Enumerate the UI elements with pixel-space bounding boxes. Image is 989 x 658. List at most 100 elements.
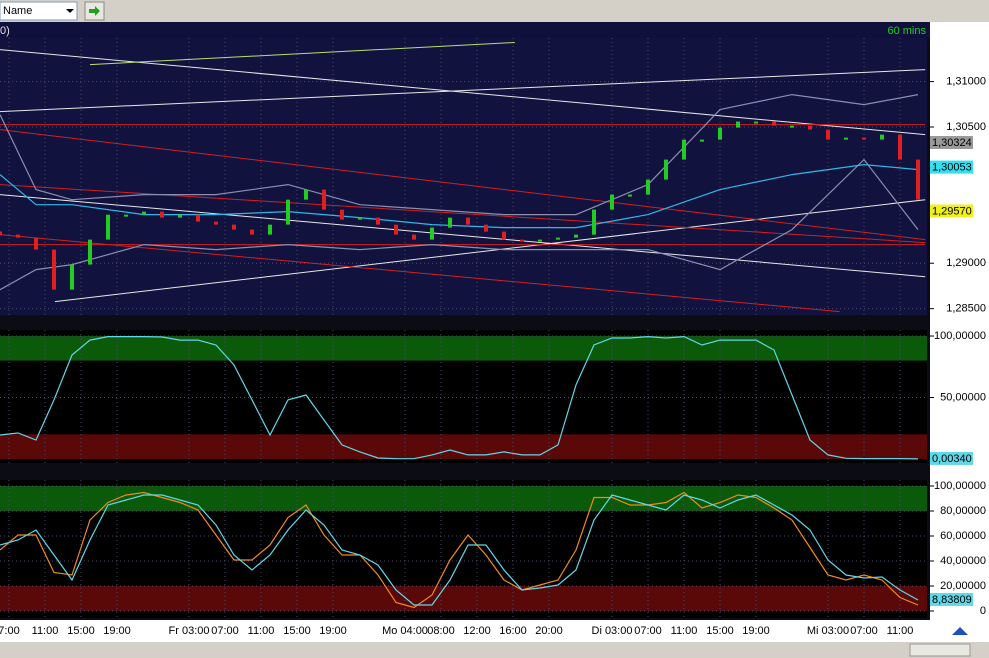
x-tick-label: Mi 03:00 <box>807 625 849 637</box>
x-tick-label: 11:00 <box>32 625 59 637</box>
price-bar <box>754 121 758 124</box>
price-marker-label: 1,30324 <box>932 137 972 149</box>
price-bar <box>718 127 722 140</box>
scroll-thumb[interactable] <box>909 643 971 657</box>
trendline <box>0 69 926 113</box>
zone <box>0 336 927 361</box>
last-value-box <box>930 451 973 465</box>
price-bar <box>124 214 128 217</box>
price-bar <box>790 125 794 128</box>
price-bar <box>178 214 182 218</box>
series-line <box>0 163 919 229</box>
y-tick-label: 40,00000 <box>940 555 986 567</box>
x-tick-label: 15:00 <box>706 625 734 637</box>
y-tick-label: 100,00000 <box>934 330 986 342</box>
y-tick-label: 1,30500 <box>946 121 986 133</box>
go-icon <box>89 6 100 16</box>
price-bar <box>862 137 866 140</box>
x-tick-label: 11:00 <box>248 625 275 637</box>
trendline <box>0 234 840 313</box>
price-bar <box>664 159 668 180</box>
x-tick-label: 19:00 <box>319 625 347 637</box>
last-value-label: 8,83809 <box>932 594 972 606</box>
y-tick-label: 1,31000 <box>946 75 986 87</box>
price-bar <box>484 224 488 232</box>
x-tick-label: Fr 03:00 <box>169 625 210 637</box>
y-tick-label: 1,28500 <box>946 303 986 315</box>
price-bar <box>466 217 470 225</box>
price-bar <box>736 121 740 128</box>
x-tick-label: 7:00 <box>0 625 20 637</box>
price-bar <box>556 237 560 240</box>
price-bar <box>52 249 56 290</box>
trendline <box>0 49 926 136</box>
price-bar <box>358 217 362 220</box>
trendline <box>0 129 926 241</box>
y-tick-label: 80,00000 <box>940 505 986 517</box>
x-tick-label: 12:00 <box>463 625 491 637</box>
price-bar <box>628 194 632 197</box>
dropdown-text: Name <box>3 5 32 17</box>
axis-icon[interactable] <box>952 627 968 635</box>
price-bar <box>430 227 434 240</box>
x-tick-label: 19:00 <box>742 625 770 637</box>
series-line <box>0 335 919 460</box>
price-marker-label: 1,30053 <box>932 162 972 174</box>
price-bar <box>646 179 650 195</box>
price-bar <box>250 229 254 235</box>
price-bar <box>898 134 902 160</box>
name-dropdown[interactable] <box>0 1 78 21</box>
price-bar <box>808 125 812 130</box>
indicator-panel <box>0 330 927 463</box>
price-bar <box>700 139 704 142</box>
price-bar <box>0 231 2 235</box>
trendline <box>89 42 515 66</box>
time-axis <box>0 620 930 642</box>
price-bar <box>88 239 92 265</box>
zone <box>0 586 927 611</box>
axes: 1,31000 1,30500 1,29000 1,28500 1,30324 1,300… <box>0 75 986 636</box>
price-bar <box>916 159 920 200</box>
price-bar <box>538 239 542 242</box>
x-tick-label: 07:00 <box>211 625 239 637</box>
price-marker-box <box>930 204 973 218</box>
price-bar <box>592 209 596 235</box>
price-marker-box <box>930 135 973 149</box>
panel-bg <box>0 38 927 315</box>
price-bar <box>880 134 884 140</box>
series-line <box>0 158 919 291</box>
price-bar <box>106 214 110 240</box>
x-tick-label: 08:00 <box>427 625 455 637</box>
price-bar <box>286 199 290 225</box>
price-bar <box>304 189 308 200</box>
price-bar <box>574 234 578 238</box>
price-bar <box>610 194 614 210</box>
series-line <box>0 93 919 216</box>
price-bar <box>844 137 848 140</box>
y-tick-label: 20,00000 <box>940 580 986 592</box>
x-tick-label: Mo 04:00 <box>382 625 428 637</box>
x-tick-label: 15:00 <box>67 625 95 637</box>
last-value-label: 0,00340 <box>932 453 972 465</box>
stochastic-panel <box>0 480 927 618</box>
price-bar <box>772 121 776 126</box>
chart-title: 0) <box>0 25 10 37</box>
x-tick-label: 20:00 <box>535 625 563 637</box>
price-bar <box>232 224 236 230</box>
price-bar <box>160 211 164 218</box>
chart-header <box>0 22 930 38</box>
last-value-box <box>930 592 973 606</box>
x-tick-label: 19:00 <box>103 625 131 637</box>
price-bar <box>376 217 380 225</box>
zone <box>0 486 927 511</box>
price-bar <box>142 211 146 215</box>
x-tick-label: 07:00 <box>850 625 878 637</box>
y-tick-label: 50,00000 <box>940 391 986 403</box>
x-tick-label: Di 03:00 <box>592 625 633 637</box>
trendline <box>54 199 926 303</box>
y-tick-label: 1,29000 <box>946 257 986 269</box>
y-tick-label: 0 <box>980 605 986 617</box>
x-tick-label: 11:00 <box>887 625 914 637</box>
price-bar <box>412 234 416 240</box>
